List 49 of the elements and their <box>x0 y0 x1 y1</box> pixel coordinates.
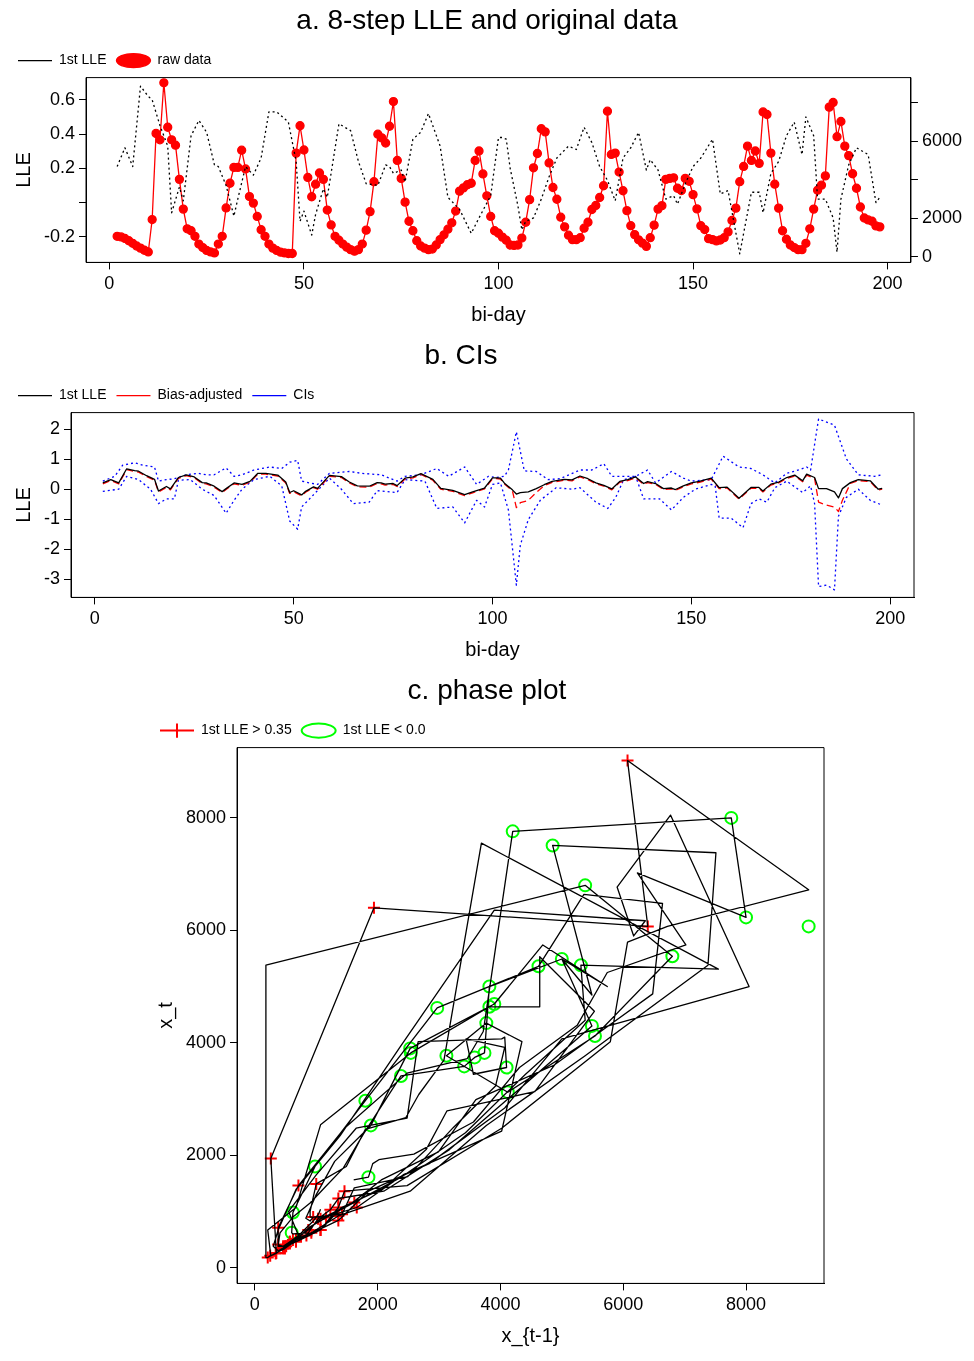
y-tick-label: 2 <box>49 418 60 439</box>
x-tick-label: 200 <box>875 608 906 629</box>
y-tick-label: 1 <box>49 448 60 469</box>
y-tick-label: -1 <box>43 508 60 529</box>
x-tick-label: 100 <box>483 273 514 294</box>
y-axis-title: LLE <box>11 487 34 523</box>
y-axis-title: LLE <box>11 152 34 188</box>
y2-tick-label: 2000 <box>921 207 962 228</box>
x-tick-label: 4000 <box>480 1294 521 1315</box>
y-tick-label: -2 <box>43 538 60 559</box>
x-tick-label: 50 <box>293 273 314 294</box>
legend-label: 1st LLE <box>59 386 107 403</box>
y-tick-label: 0.2 <box>49 157 76 178</box>
x-tick-label: 0 <box>89 608 100 629</box>
legend-label: 1st LLE < 0.0 <box>342 721 426 738</box>
x-tick-label: 200 <box>872 273 903 294</box>
x-tick-label: 50 <box>283 608 304 629</box>
chart-title: c. phase plot <box>407 673 567 705</box>
legend-label: Bias-adjusted <box>157 386 243 403</box>
legend-label: raw data <box>157 51 212 68</box>
x-axis-title: bi-day <box>465 637 520 660</box>
x-tick-label: 2000 <box>357 1294 398 1315</box>
y-tick-label: 0.4 <box>49 123 76 144</box>
legend-label: CIs <box>293 386 315 403</box>
y-tick-label: 0.6 <box>49 88 76 109</box>
x-tick-label: 8000 <box>726 1294 767 1315</box>
y-tick-label: 2000 <box>186 1144 227 1165</box>
chart-title: b. CIs <box>424 338 498 370</box>
x-tick-label: 0 <box>249 1294 260 1315</box>
x-tick-label: 6000 <box>603 1294 644 1315</box>
x-tick-label: 0 <box>104 273 115 294</box>
y-tick-label: 0 <box>49 478 60 499</box>
chart-title: a. 8-step LLE and original data <box>296 3 679 35</box>
x-tick-label: 100 <box>477 608 508 629</box>
y2-tick-label: 6000 <box>921 130 962 151</box>
y-tick-label: 8000 <box>186 806 227 827</box>
legend-label: 1st LLE > 0.35 <box>201 721 292 738</box>
x-axis-title: x_{t-1} <box>501 1323 560 1347</box>
y-axis-title: x_t <box>153 1001 177 1029</box>
x-tick-label: 150 <box>678 273 709 294</box>
y-tick-label: -3 <box>43 568 60 589</box>
y2-tick-label: 0 <box>921 245 932 266</box>
y-tick-label: -0.2 <box>43 225 76 246</box>
y-tick-label: 0 <box>216 1256 227 1277</box>
x-axis-title: bi-day <box>471 302 526 325</box>
y-tick-label: 6000 <box>186 919 227 940</box>
x-tick-label: 150 <box>676 608 707 629</box>
legend-label: 1st LLE <box>59 51 107 68</box>
y-tick-label: 4000 <box>186 1031 227 1052</box>
